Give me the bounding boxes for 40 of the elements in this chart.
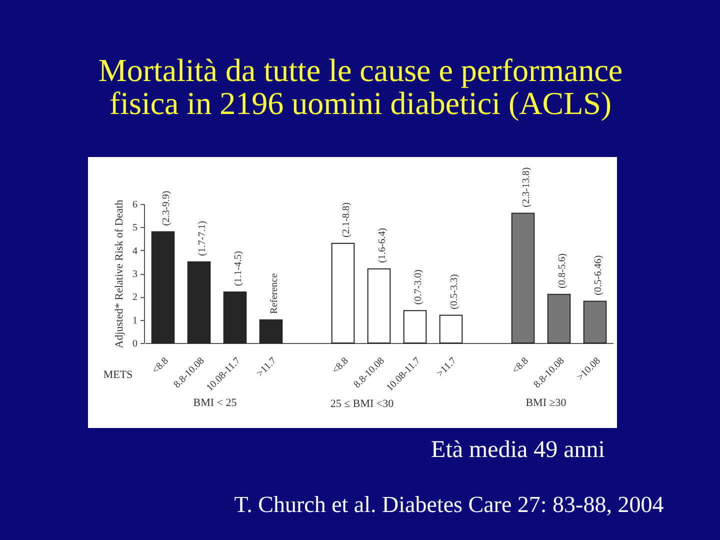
- text: Età media 49 anni: [431, 437, 606, 463]
- data-label: (2.3-9.9): [161, 190, 172, 226]
- y-tick-label: 2: [132, 292, 138, 304]
- y-tick-label: 0: [132, 338, 138, 350]
- x-axis-title: METS: [103, 369, 133, 381]
- data-label: (2.3-13.8): [521, 167, 532, 208]
- y-axis-title: Adjusted* Relative Risk of Death: [114, 199, 126, 348]
- data-label: (0.5-6.46): [593, 255, 604, 296]
- bar: [187, 261, 211, 344]
- data-label: Reference: [269, 272, 280, 314]
- y-tick-label: 4: [132, 246, 138, 257]
- bar: [367, 268, 391, 344]
- text: 25 ≤ BMI <30: [330, 398, 394, 410]
- bar: [439, 314, 463, 344]
- text: T. Church et al. Diabetes Care 27: 83-88, 2004: [234, 492, 664, 517]
- y-tick-label: 6: [132, 200, 138, 210]
- data-label: (1.7-7.1): [197, 220, 208, 256]
- bar: [403, 310, 427, 344]
- text: BMI < 25: [193, 397, 238, 409]
- text: BMI ≥30: [526, 397, 567, 409]
- data-label: (1.6-6.4): [377, 228, 388, 263]
- bar: [259, 319, 283, 344]
- y-tick-label: 5: [132, 222, 138, 234]
- y-tick-label: 3: [132, 269, 138, 280]
- bar: [511, 212, 535, 344]
- bar: [547, 294, 571, 344]
- x-tick-label: <8.8: [510, 356, 531, 376]
- data-label: (1.1-4.5): [233, 251, 244, 286]
- chart-title: Mortalità da tutte le cause e performance fisica in 2196 uomini diabetici (ACLS): [98, 52, 623, 121]
- y-tick-label: 1: [132, 315, 138, 326]
- x-tick-label: <8.8: [150, 356, 171, 376]
- data-label: (0.8-5.6): [557, 253, 568, 288]
- x-tick-label: <8.8: [330, 356, 351, 376]
- bar: [151, 231, 175, 344]
- bar: [223, 292, 247, 344]
- bar: [583, 300, 607, 344]
- data-label: (0.5-3.3): [449, 274, 460, 310]
- data-label: (2.1-8.8): [341, 202, 352, 238]
- bar: [331, 242, 355, 344]
- data-label: (0.7-3.0): [413, 270, 424, 305]
